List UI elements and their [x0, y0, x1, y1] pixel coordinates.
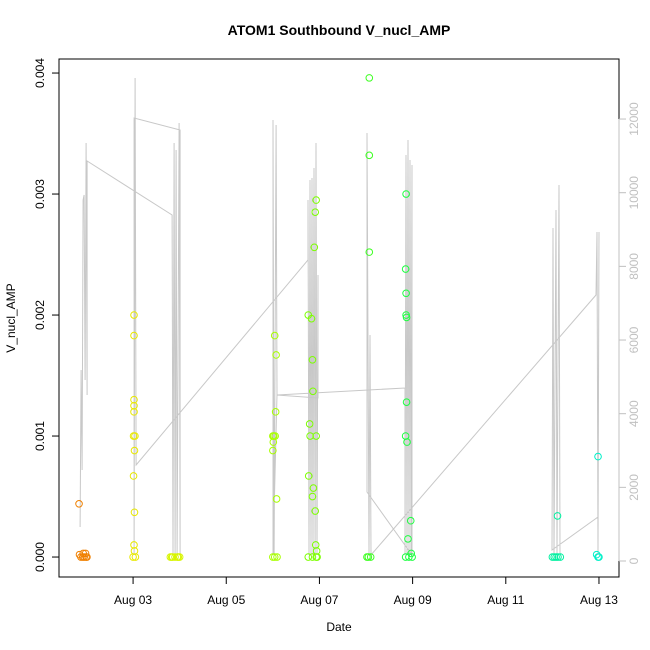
x-tick-label: Aug 11: [487, 593, 524, 607]
point: [130, 541, 138, 549]
point: [404, 535, 412, 543]
y2-tick-label: 0: [627, 557, 641, 564]
point: [312, 196, 320, 204]
point: [309, 484, 318, 492]
point: [553, 512, 562, 520]
point: [308, 553, 317, 561]
y-tick-label: 0.003: [33, 179, 47, 209]
y-tick-label: 0.001: [33, 421, 47, 451]
y-tick-label: 0.002: [33, 300, 47, 330]
point: [130, 401, 138, 410]
point: [271, 408, 280, 416]
x-tick-label: Aug 13: [580, 593, 618, 607]
x-axis-label: Date: [326, 620, 352, 634]
point: [402, 190, 410, 198]
point: [402, 313, 411, 322]
point: [272, 495, 281, 503]
point: [364, 553, 373, 561]
point: [130, 311, 138, 319]
point: [405, 553, 413, 561]
point: [311, 208, 320, 216]
point: [171, 553, 179, 561]
point: [312, 432, 320, 440]
point: [131, 553, 140, 561]
point: [594, 452, 602, 461]
y2-tick-label: 2000: [627, 474, 641, 501]
point: [308, 356, 317, 364]
point: [365, 151, 374, 160]
point: [129, 553, 137, 561]
point: [81, 549, 90, 558]
point: [402, 289, 410, 298]
point: [308, 492, 317, 501]
point: [305, 420, 314, 428]
point: [306, 432, 314, 440]
point: [406, 516, 415, 525]
point: [130, 446, 139, 455]
x-tick-label: Aug 03: [114, 593, 152, 607]
point: [401, 265, 410, 273]
y-tick-label: 0.000: [33, 542, 47, 572]
point: [270, 553, 279, 561]
point: [130, 508, 139, 517]
point: [174, 553, 183, 561]
point: [595, 553, 603, 561]
point: [311, 507, 320, 515]
point: [130, 395, 138, 404]
point: [269, 438, 278, 446]
point: [408, 553, 416, 561]
point: [309, 387, 317, 396]
point: [273, 553, 281, 561]
point: [365, 248, 374, 256]
x-tick-label: Aug 07: [300, 593, 338, 607]
y2-tick-label: 4000: [627, 400, 641, 427]
y2-tick-label: 10000: [627, 176, 641, 210]
x-tick-label: Aug 05: [207, 593, 245, 607]
point: [129, 472, 138, 480]
point: [312, 553, 320, 561]
chart-title: ATOM1 Southbound V_nucl_AMP: [228, 22, 451, 38]
y2-tick-label: 8000: [627, 253, 641, 280]
y-tick-label: 0.004: [33, 58, 47, 88]
point: [269, 446, 277, 455]
point: [403, 438, 411, 446]
x-tick-label: Aug 09: [394, 593, 432, 607]
point: [131, 432, 139, 440]
point: [75, 499, 83, 508]
y-axis-label: V_nucl_AMP: [4, 283, 18, 352]
point: [130, 408, 138, 416]
point: [130, 331, 138, 340]
point: [312, 547, 321, 555]
point: [272, 351, 280, 359]
point: [304, 472, 313, 480]
line: [79, 77, 600, 557]
point: [556, 553, 565, 561]
point: [270, 331, 279, 340]
point: [307, 314, 316, 323]
point: [365, 74, 374, 82]
point: [304, 553, 313, 561]
point: [79, 549, 88, 558]
point: [310, 243, 319, 252]
point: [402, 398, 411, 406]
point: [366, 553, 375, 561]
y2-tick-label: 12000: [627, 102, 641, 136]
point: [554, 553, 562, 561]
y2-tick-label: 6000: [627, 326, 641, 353]
